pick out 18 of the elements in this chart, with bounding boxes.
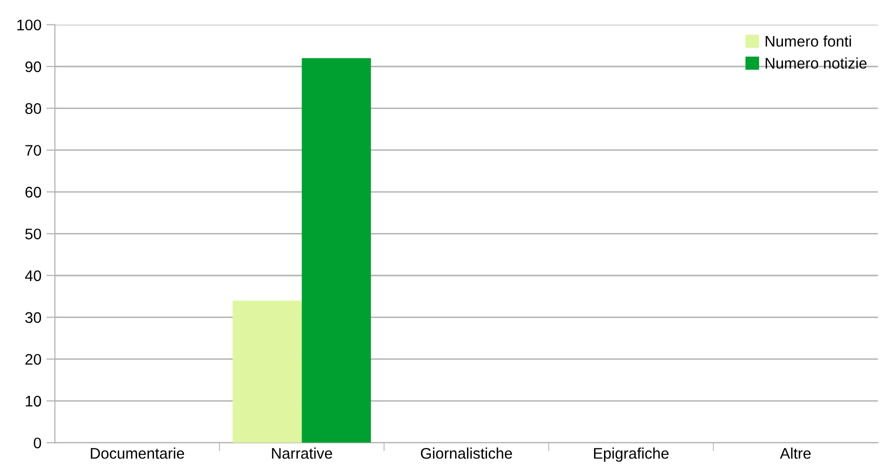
y-tick-label: 40 [25,270,42,282]
y-tick-label: 10 [26,396,42,407]
y-tick-label: 60 [25,186,42,198]
y-tick-label: 70 [25,144,42,156]
x-tick-label: Giornalistiche [420,448,512,459]
legend-label: Numero fonti [766,35,851,47]
y-tick-label: 20 [25,354,42,365]
x-tick-label: Altre [780,448,811,459]
y-tick-label: 90 [25,61,42,72]
x-tick-label: Epigrafiche [594,448,669,462]
x-tick-label: Documentarie [90,448,184,459]
y-tick-label: 30 [25,312,42,323]
y-tick-label: 100 [17,20,42,30]
y-tick-label: 80 [25,103,42,114]
x-tick-label: Narrative [272,448,332,459]
y-tick-label: 0 [34,438,42,448]
legend-label: Numero notizie [766,57,867,69]
y-tick-label: 50 [25,228,42,240]
